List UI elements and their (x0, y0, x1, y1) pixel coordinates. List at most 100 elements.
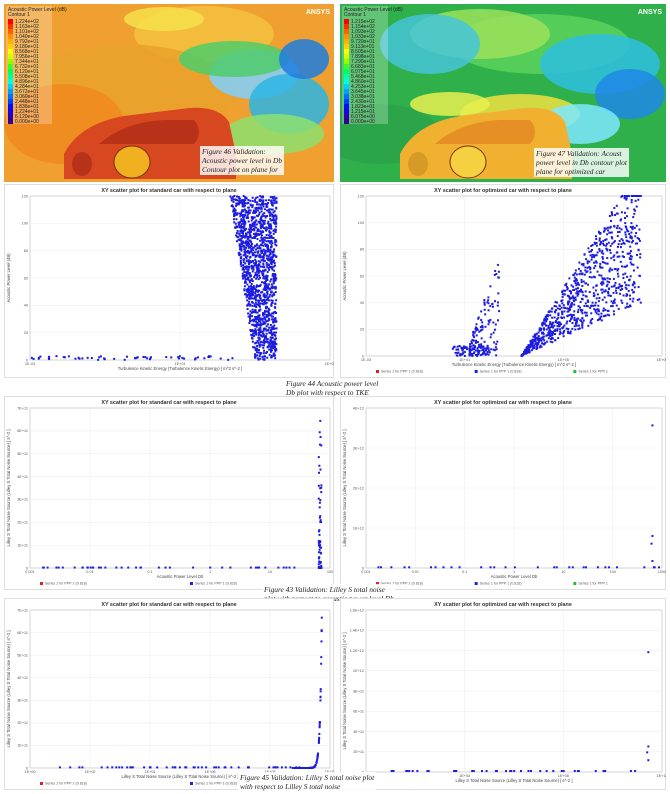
legend-value: 9.180e+01 (15, 44, 39, 50)
data-point (581, 284, 584, 287)
data-point (624, 222, 627, 225)
data-point (573, 303, 576, 306)
data-point (256, 299, 259, 302)
data-point (570, 305, 573, 308)
data-point (156, 766, 159, 769)
data-point (181, 356, 184, 359)
data-point (610, 257, 613, 260)
data-point (563, 310, 566, 313)
data-point (255, 349, 258, 352)
legend-value: 6.120e+01 (15, 69, 39, 75)
chart-lilley-apl-optimized: XY scatter plot for optimized car with r… (340, 396, 666, 590)
data-point (253, 251, 256, 254)
data-point (545, 334, 548, 337)
data-point (254, 258, 257, 261)
x-tick-label: 1E+01 (174, 362, 185, 366)
data-point (235, 202, 238, 205)
data-point (458, 344, 461, 347)
data-point (261, 224, 264, 227)
data-point (263, 282, 266, 285)
data-point (551, 334, 554, 337)
data-point (492, 321, 495, 324)
data-point (259, 239, 262, 242)
data-point (480, 337, 483, 340)
data-point (451, 347, 454, 350)
data-point (242, 225, 245, 228)
data-point (577, 267, 580, 270)
data-point (589, 250, 592, 253)
data-point (265, 240, 268, 243)
data-point (248, 281, 251, 284)
data-point (269, 350, 272, 353)
data-point (274, 230, 277, 233)
data-point (596, 270, 599, 273)
data-point (616, 269, 619, 272)
data-point (319, 690, 322, 693)
data-point (271, 295, 274, 298)
data-point (258, 285, 261, 288)
data-point (259, 298, 262, 301)
data-point (258, 329, 261, 332)
data-point (591, 244, 594, 247)
data-point (543, 319, 546, 322)
data-point (550, 310, 553, 313)
data-point (244, 242, 247, 245)
data-point (569, 318, 572, 321)
data-point (624, 265, 627, 268)
data-point (636, 253, 639, 256)
data-point (270, 303, 273, 306)
y-tick-label: 1.2E+12 (350, 649, 364, 653)
data-point (249, 226, 252, 229)
legend-value: 1.154e+02 (351, 24, 375, 30)
data-point (530, 342, 533, 345)
data-point (273, 354, 276, 357)
data-point (609, 251, 612, 254)
data-point (219, 357, 222, 360)
data-point (254, 296, 257, 299)
data-point (573, 310, 576, 313)
data-point (251, 200, 254, 203)
data-point (253, 303, 256, 306)
data-point (252, 288, 255, 291)
data-point (574, 322, 577, 325)
data-point (264, 284, 267, 287)
data-point (249, 303, 252, 306)
data-point (617, 231, 620, 234)
data-point (262, 288, 265, 291)
data-point (255, 277, 258, 280)
data-point (601, 266, 604, 269)
data-point (561, 327, 564, 330)
data-point (265, 294, 268, 297)
data-point (271, 201, 274, 204)
data-point (264, 216, 267, 219)
data-point (536, 343, 539, 346)
data-point (602, 278, 605, 281)
data-point (269, 249, 272, 252)
data-point (317, 740, 320, 743)
data-point (527, 349, 530, 352)
data-point (248, 212, 251, 215)
data-point (482, 345, 485, 348)
data-point (606, 262, 609, 265)
data-point (539, 344, 542, 347)
data-point (268, 766, 271, 769)
data-point (104, 566, 107, 569)
data-point (251, 301, 254, 304)
data-point (245, 211, 248, 214)
data-point (253, 229, 256, 232)
data-point (625, 305, 628, 308)
data-point (263, 342, 266, 345)
data-point (255, 273, 258, 276)
data-point (595, 254, 598, 257)
data-point (486, 301, 489, 304)
data-point (569, 332, 572, 335)
data-point (259, 247, 262, 250)
legend-value: 4.860e+01 (351, 79, 375, 85)
data-point (485, 349, 488, 352)
data-point (474, 349, 477, 352)
legend-value: 6.732e+01 (15, 64, 39, 70)
data-point (269, 280, 272, 283)
data-point (599, 262, 602, 265)
data-point (270, 344, 273, 347)
data-point (615, 227, 618, 230)
